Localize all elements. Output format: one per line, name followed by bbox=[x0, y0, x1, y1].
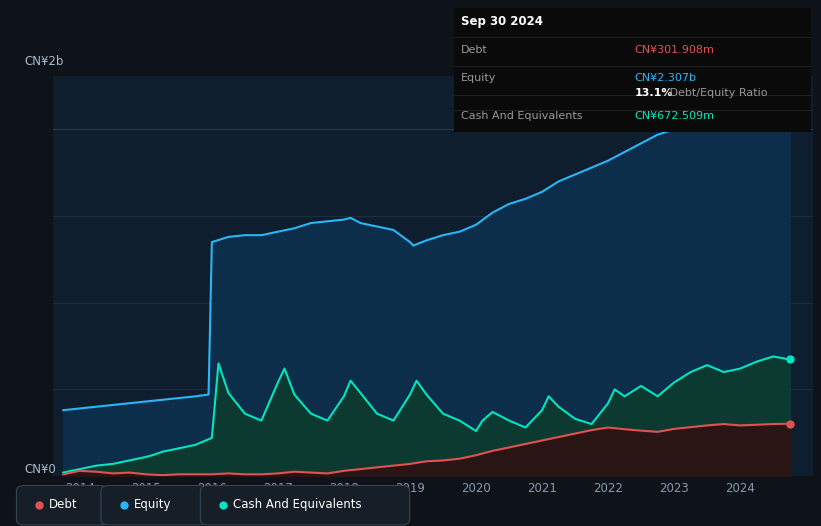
Text: Cash And Equivalents: Cash And Equivalents bbox=[461, 110, 582, 121]
Text: Sep 30 2024: Sep 30 2024 bbox=[461, 15, 543, 27]
Text: CN¥2.307b: CN¥2.307b bbox=[635, 73, 697, 83]
Text: Cash And Equivalents: Cash And Equivalents bbox=[233, 499, 362, 511]
Text: Debt: Debt bbox=[461, 45, 488, 55]
Text: Debt: Debt bbox=[49, 499, 78, 511]
Text: CN¥0: CN¥0 bbox=[25, 463, 57, 476]
Text: 13.1%: 13.1% bbox=[635, 88, 673, 98]
Text: CN¥2b: CN¥2b bbox=[25, 55, 64, 68]
Text: Equity: Equity bbox=[461, 73, 496, 83]
Text: CN¥672.509m: CN¥672.509m bbox=[635, 110, 714, 121]
Text: Equity: Equity bbox=[134, 499, 172, 511]
Text: CN¥301.908m: CN¥301.908m bbox=[635, 45, 714, 55]
Text: Debt/Equity Ratio: Debt/Equity Ratio bbox=[666, 88, 768, 98]
